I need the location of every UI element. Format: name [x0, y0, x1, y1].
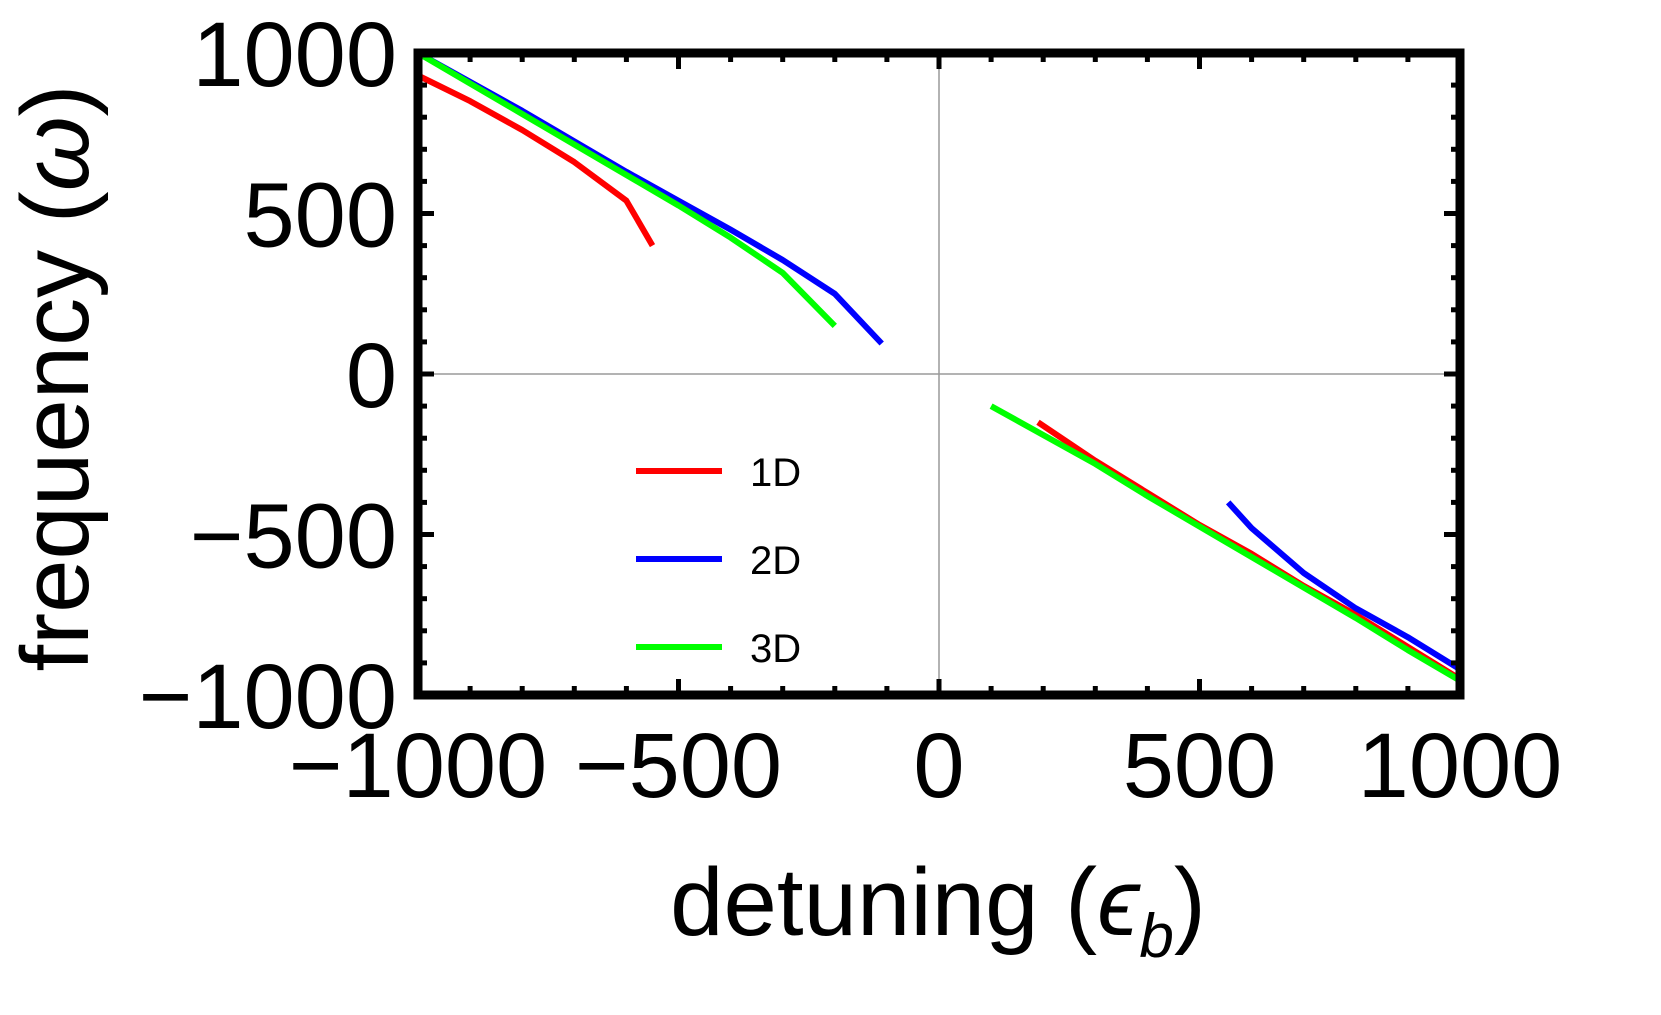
y-tick-label: 1000 [192, 4, 397, 106]
series-line-1D [416, 72, 656, 248]
y-tick-label: 500 [244, 165, 398, 267]
zero-grid-lines [418, 53, 1460, 695]
y-axis-label: frequency (ω) [2, 85, 109, 672]
tick-marks [415, 50, 1463, 698]
y-tick-label: −500 [190, 486, 397, 588]
y-tick-label: 0 [346, 325, 397, 427]
series-3D [416, 50, 1462, 684]
x-tick-label: 1000 [1358, 715, 1563, 817]
series-layer [416, 50, 1462, 684]
series-line-3D [416, 50, 837, 329]
y-tick-labels: −1000 −500 0 500 1000 [139, 4, 397, 748]
x-tick-label: −1000 [289, 715, 547, 817]
legend: 1D 2D 3D [636, 451, 801, 671]
y-tick-label: −1000 [139, 646, 397, 748]
legend-label-2D: 2D [750, 539, 801, 583]
x-tick-labels: −1000 −500 0 500 1000 [289, 715, 1563, 817]
x-tick-label: 500 [1123, 715, 1277, 817]
series-line-3D [989, 403, 1462, 684]
series-line-2D [1225, 500, 1462, 672]
x-tick-label: −500 [575, 715, 782, 817]
legend-label-3D: 3D [750, 627, 801, 671]
x-tick-label: 0 [913, 715, 964, 817]
legend-label-1D: 1D [750, 451, 801, 495]
x-axis-label: detuning (ϵb) [670, 849, 1206, 971]
